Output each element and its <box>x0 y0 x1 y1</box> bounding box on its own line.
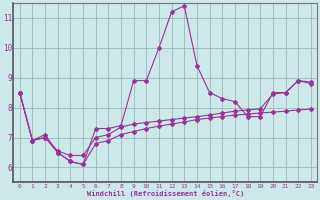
X-axis label: Windchill (Refroidissement éolien,°C): Windchill (Refroidissement éolien,°C) <box>87 190 244 197</box>
